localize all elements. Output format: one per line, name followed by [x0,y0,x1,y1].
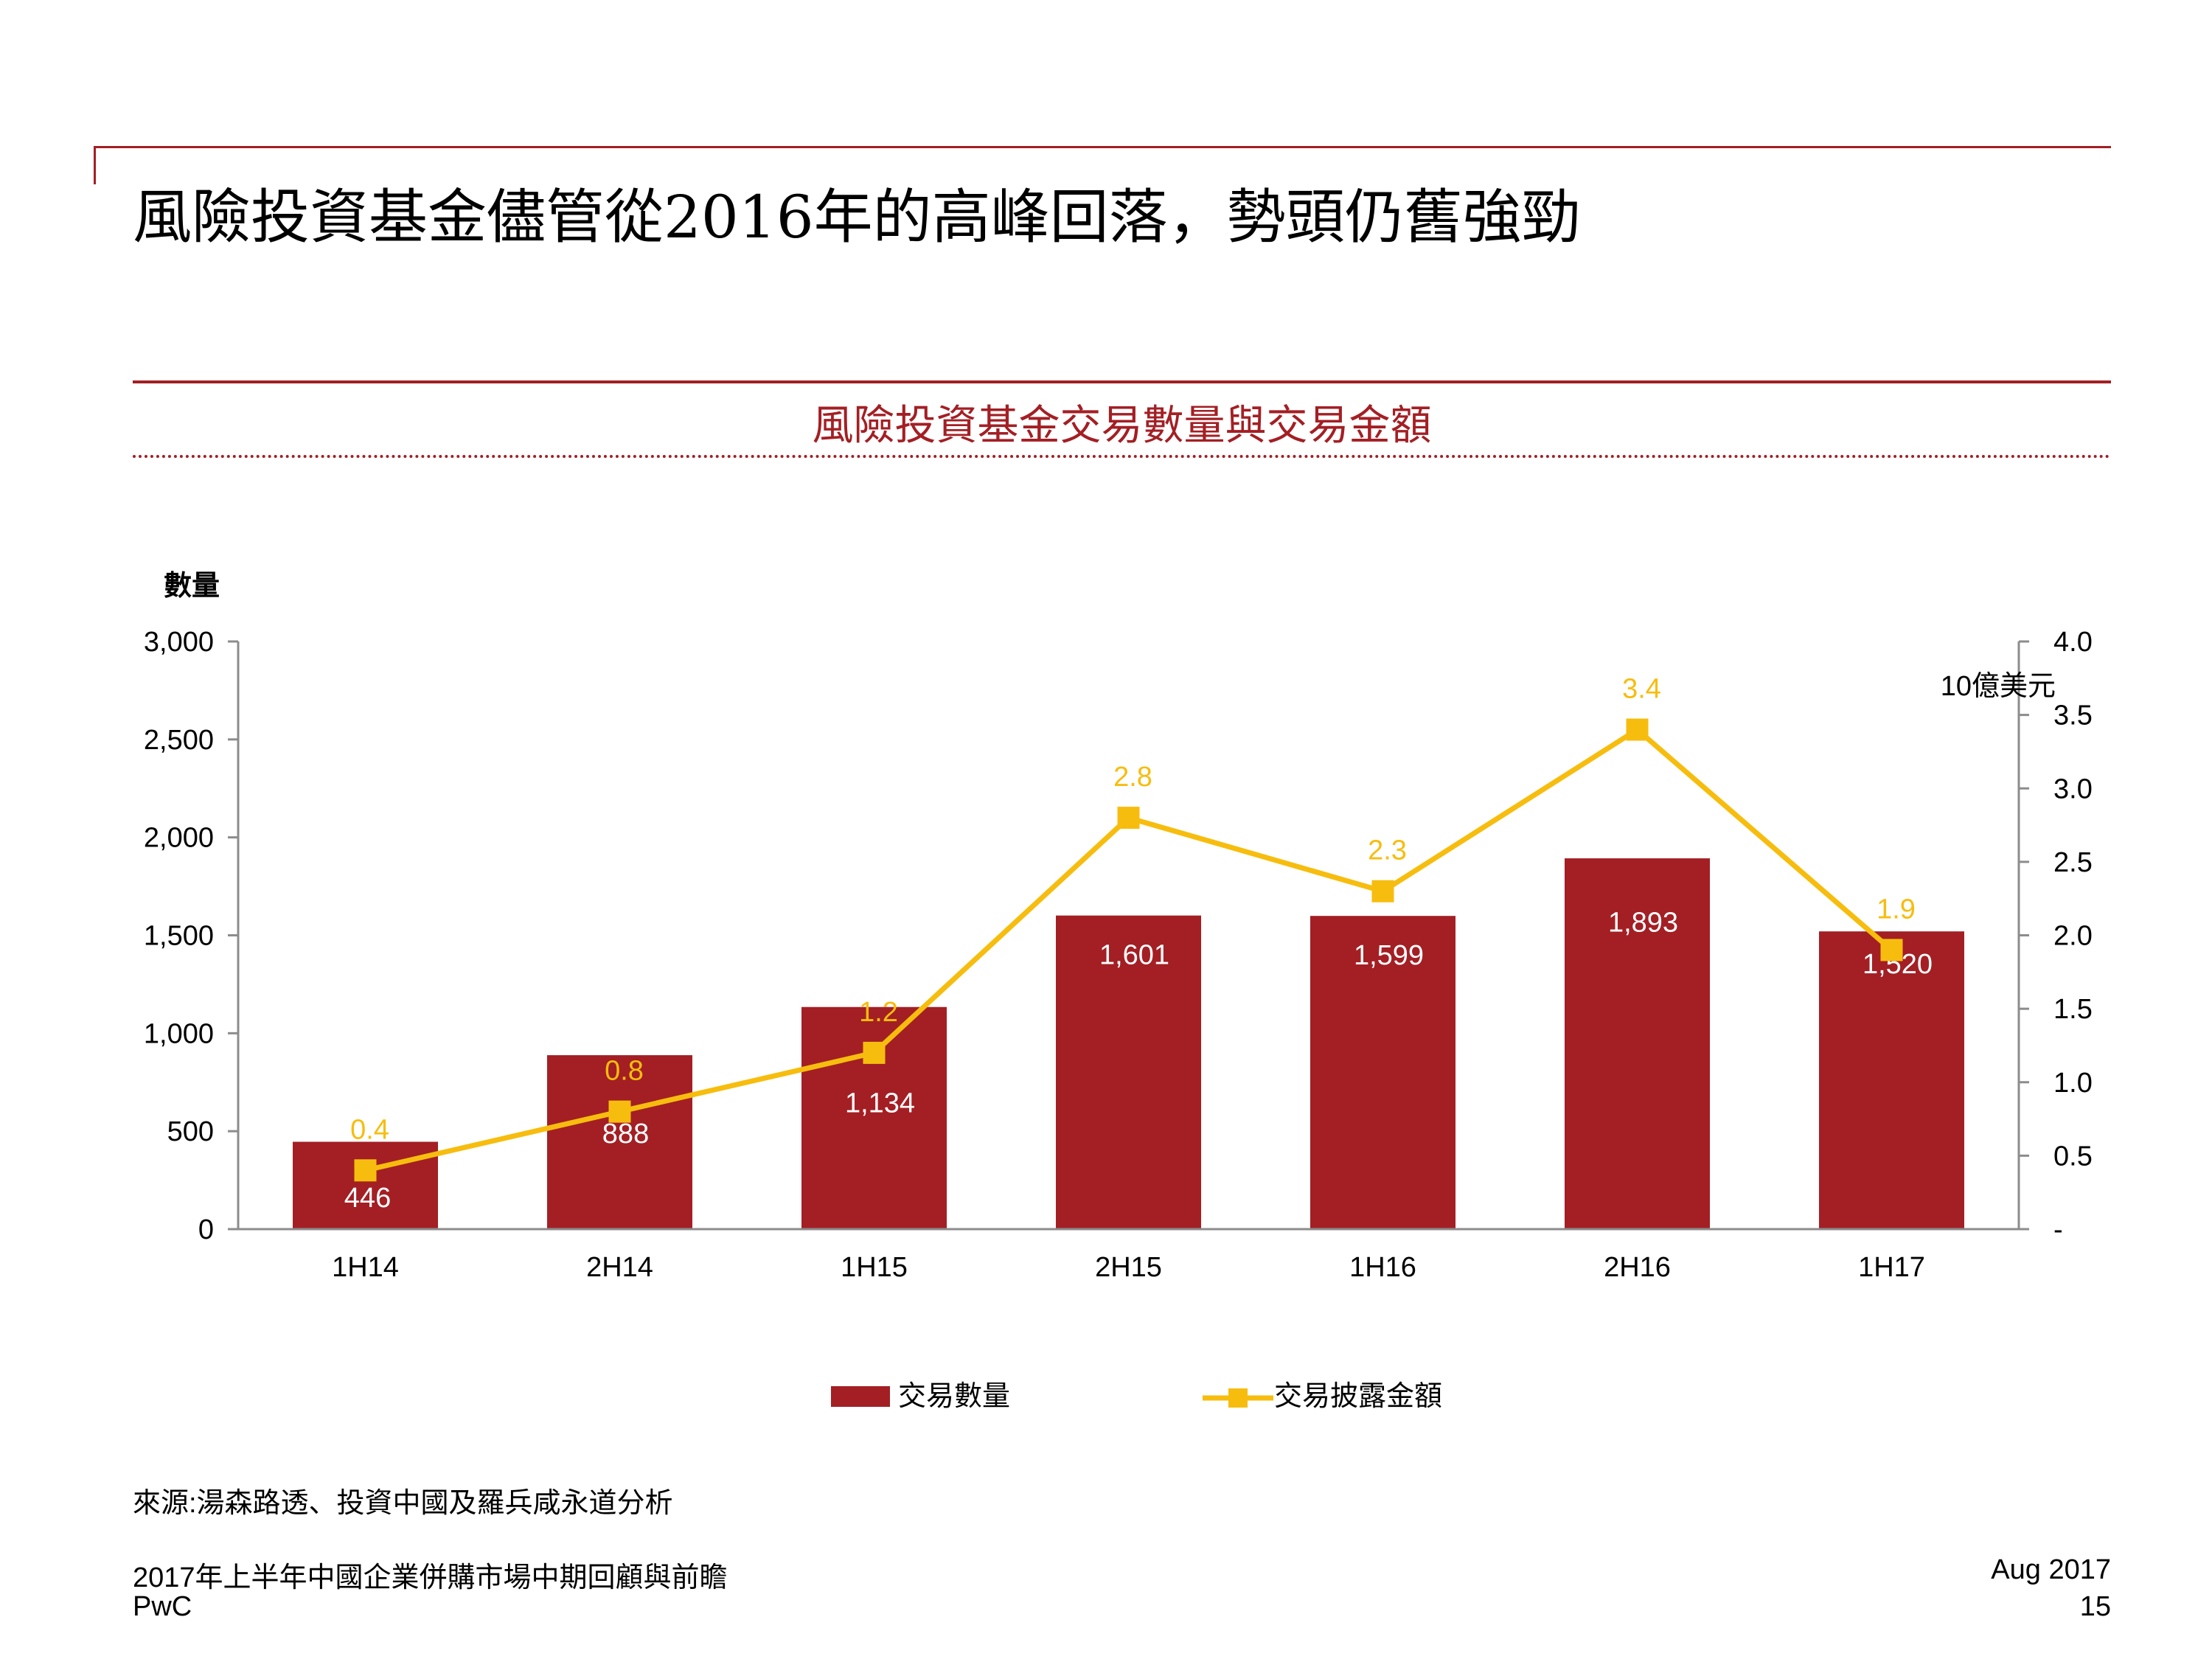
x-axis-tick-label: 2H15 [1095,1252,1162,1283]
line-value-label: 1.2 [859,997,898,1028]
right-axis-tick-label: 2.0 [2053,921,2093,952]
chart-title: 風險投資基金交易數量與交易金額 [812,402,1432,450]
amount-marker [1626,718,1649,741]
bar-2h15 [1056,915,1201,1229]
line-value-label: 0.8 [605,1056,644,1087]
left-axis-tick-label: 2,000 [144,823,214,854]
left-axis-title: 數量 [164,571,220,602]
bar-value-label: 446 [344,1183,391,1214]
bar-value-label: 1,599 [1354,940,1424,971]
amount-marker [354,1159,377,1182]
x-axis-tick-label: 2H16 [1604,1252,1671,1283]
line-value-label: 0.4 [350,1114,389,1145]
left-axis-tick-label: 2,500 [144,725,214,756]
bar-value-label: 1,893 [1608,907,1678,938]
bar-1h14 [293,1141,438,1229]
line-value-label: 2.8 [1113,762,1152,793]
header-corner-tick [94,146,96,184]
bar-2h14 [547,1055,692,1229]
left-axis-tick-label: 3,000 [144,627,214,658]
line-value-label: 1.9 [1877,894,1916,925]
x-axis-tick-label: 1H17 [1858,1252,1925,1283]
right-axis-tick-label: 3.5 [2053,700,2093,731]
amount-marker [1371,880,1394,902]
x-axis-tick-label: 2H14 [586,1252,653,1283]
header-top-rule [94,146,2111,148]
legend-bar-label: 交易數量 [898,1381,1011,1412]
chart-title-rule [133,380,2111,383]
line-value-label: 3.4 [1622,674,1661,705]
source-note: 來源:湯森路透、投資中國及羅兵咸永道分析 [133,1488,673,1519]
right-axis-tick-label: 2.5 [2053,847,2093,878]
amount-marker [608,1100,631,1123]
right-axis-tick-label: 1.0 [2053,1068,2093,1099]
bar-value-label: 1,601 [1099,940,1169,971]
right-axis-tick-label: 3.0 [2053,773,2093,804]
x-axis-tick-label: 1H14 [332,1252,399,1283]
left-axis-tick-label: 1,000 [144,1018,214,1049]
right-axis-tick-label: 1.5 [2053,994,2093,1025]
left-axis-tick-label: 0 [198,1214,214,1245]
x-axis-tick-label: 1H16 [1349,1252,1416,1283]
right-axis-tick-label: 0.5 [2053,1141,2093,1172]
amount-marker [1117,807,1140,830]
x-axis-tick-label: 1H15 [841,1252,908,1283]
footer-brand: PwC [133,1591,192,1622]
bar-value-label: 888 [602,1119,649,1150]
right-axis-tick-label: 4.0 [2053,627,2093,658]
right-axis-tick-label: - [2053,1214,2063,1245]
bar-1h16 [1310,916,1455,1229]
amount-marker [863,1041,886,1064]
legend-line-swatch [1203,1388,1273,1408]
left-axis-tick-label: 1,500 [144,921,214,952]
slide-title: 風險投資基金儘管從2016年的高峰回落，勢頭仍舊強勁 [133,183,1581,251]
page-number: 15 [2079,1591,2111,1622]
line-value-label: 2.3 [1368,835,1407,866]
chart-title-dotted-rule [133,455,2111,458]
right-axis-title: 10億美元 [1941,671,2056,702]
footer-report-title: 2017年上半年中國企業併購市場中期回顧與前瞻 [133,1562,728,1593]
legend-line-label: 交易披露金額 [1274,1381,1443,1412]
bar-1h17 [1819,931,1964,1229]
amount-marker [1880,939,1903,961]
footer-date: Aug 2017 [1991,1554,2111,1585]
bar-2h16 [1565,858,1710,1229]
left-axis-tick-label: 500 [167,1116,214,1147]
bar-value-label: 1,134 [845,1088,915,1119]
legend-bar-swatch [831,1386,890,1407]
